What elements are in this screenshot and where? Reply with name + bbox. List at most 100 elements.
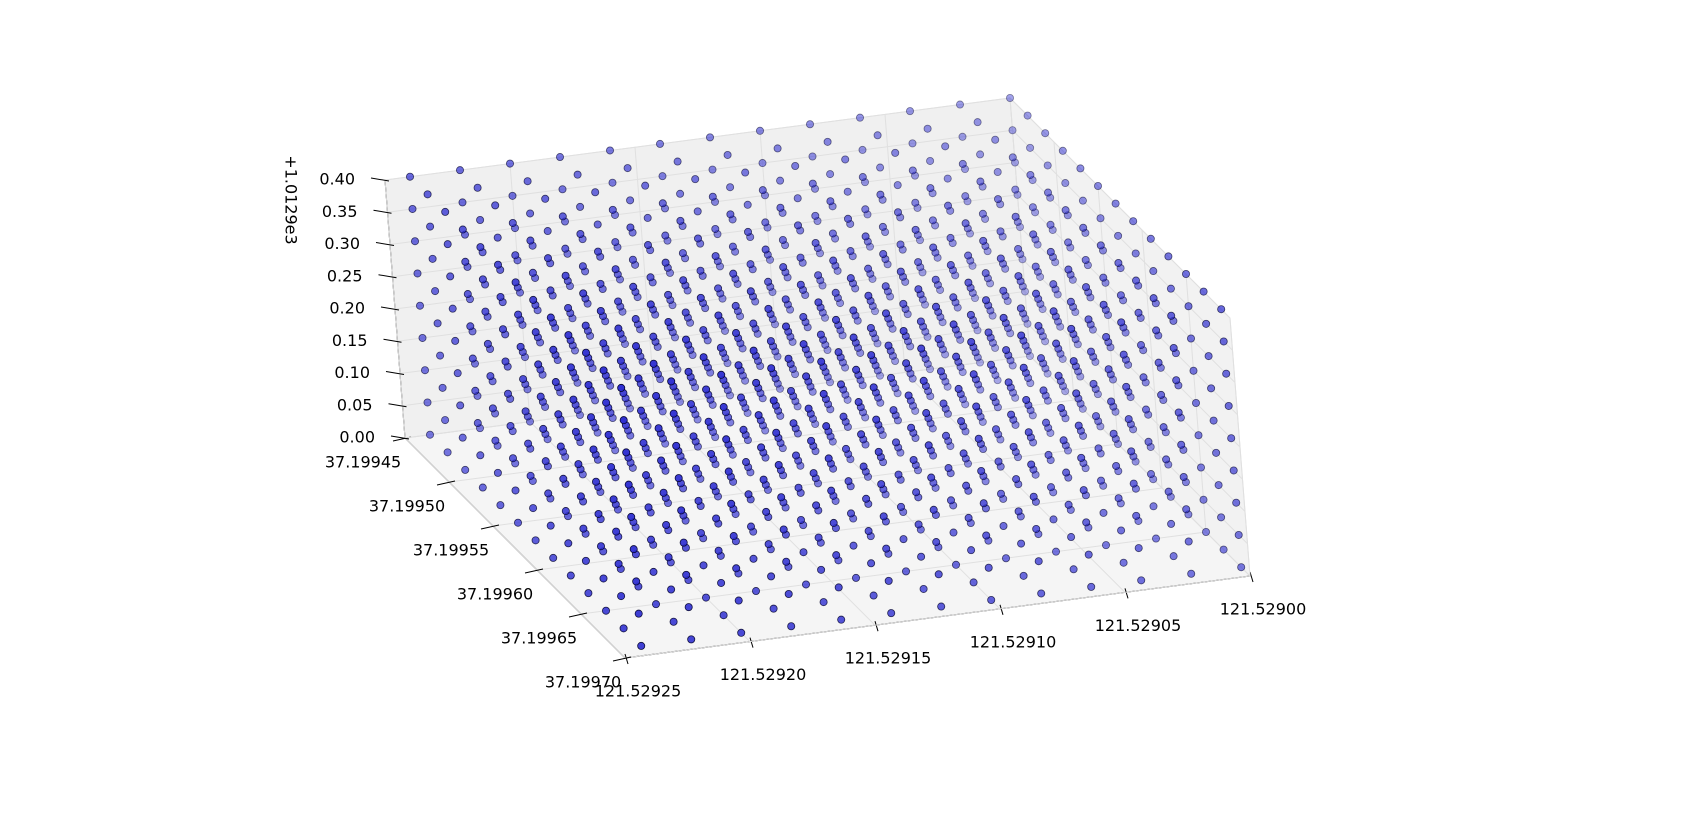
point <box>908 139 917 148</box>
point <box>911 225 920 234</box>
point <box>656 139 665 148</box>
point <box>526 471 535 480</box>
point <box>1147 470 1156 479</box>
point <box>787 386 796 395</box>
point <box>543 227 552 236</box>
point <box>516 342 525 351</box>
point <box>917 344 926 353</box>
x-tick <box>1124 588 1129 599</box>
point <box>764 540 773 549</box>
point <box>928 216 937 225</box>
y-tick-label: 37.19970 <box>545 673 621 692</box>
point <box>849 541 858 550</box>
point <box>941 142 950 151</box>
point <box>659 488 668 497</box>
point <box>1164 487 1173 496</box>
point <box>1149 502 1158 511</box>
point <box>1187 334 1196 343</box>
point <box>1072 389 1081 398</box>
point <box>1107 397 1116 406</box>
point <box>529 504 538 513</box>
point <box>706 133 715 142</box>
point <box>658 172 667 181</box>
point <box>491 201 500 210</box>
point <box>944 464 953 473</box>
point <box>1037 354 1046 363</box>
point <box>478 275 487 284</box>
point <box>954 384 963 393</box>
point <box>564 331 573 340</box>
point <box>1129 217 1138 226</box>
point <box>829 518 838 527</box>
point <box>501 357 510 366</box>
z-tick-label: 0.10 <box>334 363 370 382</box>
point <box>1187 569 1196 578</box>
point <box>749 319 758 328</box>
point <box>681 308 690 317</box>
point <box>1222 369 1231 378</box>
point <box>702 593 711 602</box>
point <box>1199 287 1208 296</box>
point <box>666 350 675 359</box>
point <box>528 268 537 277</box>
point <box>626 223 635 232</box>
point <box>455 166 464 175</box>
point <box>1021 287 1030 296</box>
point <box>493 233 502 242</box>
point <box>554 410 563 419</box>
point <box>673 157 682 166</box>
z-tick <box>373 209 392 214</box>
point <box>1029 230 1038 239</box>
point <box>874 447 883 456</box>
point <box>1084 315 1093 324</box>
point <box>923 124 932 133</box>
point <box>719 611 728 620</box>
z-tick <box>378 274 397 279</box>
point <box>667 377 676 386</box>
point <box>536 392 545 401</box>
point <box>982 531 991 540</box>
point <box>1224 401 1233 410</box>
point <box>661 231 670 240</box>
point <box>961 192 970 201</box>
point <box>687 635 696 644</box>
point <box>1227 434 1236 443</box>
point <box>1023 319 1032 328</box>
point <box>904 391 913 400</box>
point <box>1232 498 1241 507</box>
point <box>879 249 888 258</box>
point <box>1022 395 1031 404</box>
point <box>958 132 967 141</box>
x-tick-label: 121.52905 <box>1095 616 1182 635</box>
z-tick-label: 0.35 <box>322 202 358 221</box>
point <box>716 343 725 352</box>
point <box>837 380 846 389</box>
point <box>1217 513 1226 522</box>
point <box>1127 447 1136 456</box>
point <box>1097 476 1106 485</box>
point <box>817 357 826 366</box>
point <box>1159 423 1168 432</box>
point <box>796 253 805 262</box>
point <box>926 184 935 193</box>
point <box>707 449 716 458</box>
point <box>1207 384 1216 393</box>
point <box>797 515 806 524</box>
point <box>989 392 998 401</box>
point <box>458 225 467 234</box>
point <box>981 269 990 278</box>
point <box>1119 350 1128 359</box>
point <box>602 398 611 407</box>
point <box>934 335 943 344</box>
point <box>1114 494 1123 503</box>
point <box>693 207 702 216</box>
point <box>571 427 580 436</box>
point <box>879 512 888 521</box>
grid-line <box>624 575 1251 659</box>
point <box>994 195 1003 204</box>
point <box>787 622 796 631</box>
point <box>1041 129 1050 138</box>
point <box>864 527 873 536</box>
point <box>1182 269 1191 278</box>
point <box>1024 428 1033 437</box>
